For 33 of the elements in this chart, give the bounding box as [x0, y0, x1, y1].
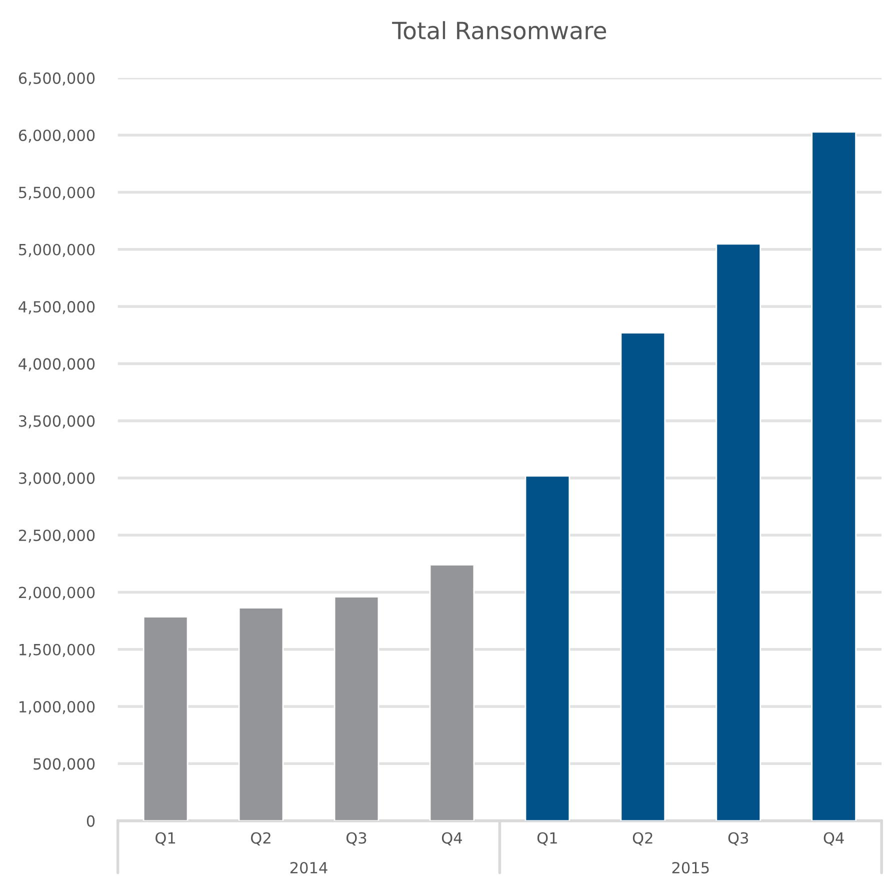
bar: [811, 131, 856, 821]
text: 2014: [290, 862, 328, 874]
x-tick-label: Q3: [346, 832, 366, 846]
bar: [429, 564, 475, 821]
y-tick-label: 2,500,000: [18, 530, 95, 543]
y-tick-label: 500,000: [34, 758, 95, 772]
x-tick-label: Q1: [156, 832, 176, 846]
y-tick-label: 4,000,000: [18, 358, 95, 372]
x-tick-label: Q3: [728, 832, 748, 846]
x-tick-label: Q4: [442, 832, 462, 846]
bar: [334, 596, 380, 821]
x-tick-label: Q4: [824, 832, 844, 846]
bar: [238, 607, 284, 821]
bar: [142, 616, 188, 821]
y-tick-label: 4,500,000: [18, 301, 95, 314]
x-tick-label: Q2: [632, 832, 652, 846]
y-tick-label: 6,000,000: [18, 130, 95, 143]
bar: [620, 332, 666, 821]
y-tick-label: 1,000,000: [20, 700, 95, 714]
y-tick-label: 6,500,000: [18, 72, 95, 86]
y-tick-label: 1,500,000: [20, 644, 95, 657]
text: 2015: [672, 862, 709, 874]
x-tick-label: Q2: [251, 832, 270, 846]
y-tick-label: 3,000,000: [19, 472, 95, 486]
x-tick-label: Q1: [537, 832, 557, 846]
y-tick-label: 3,500,000: [19, 415, 95, 428]
bar: [716, 243, 762, 821]
y-tick-label: 5,000,000: [19, 244, 95, 257]
bar: [524, 475, 570, 821]
y-tick-label: 5,500,000: [19, 186, 95, 200]
chart-title: Total Ransomware: [392, 21, 606, 40]
y-tick-label: 0: [86, 815, 95, 827]
y-tick-label: 2,000,000: [18, 586, 95, 600]
